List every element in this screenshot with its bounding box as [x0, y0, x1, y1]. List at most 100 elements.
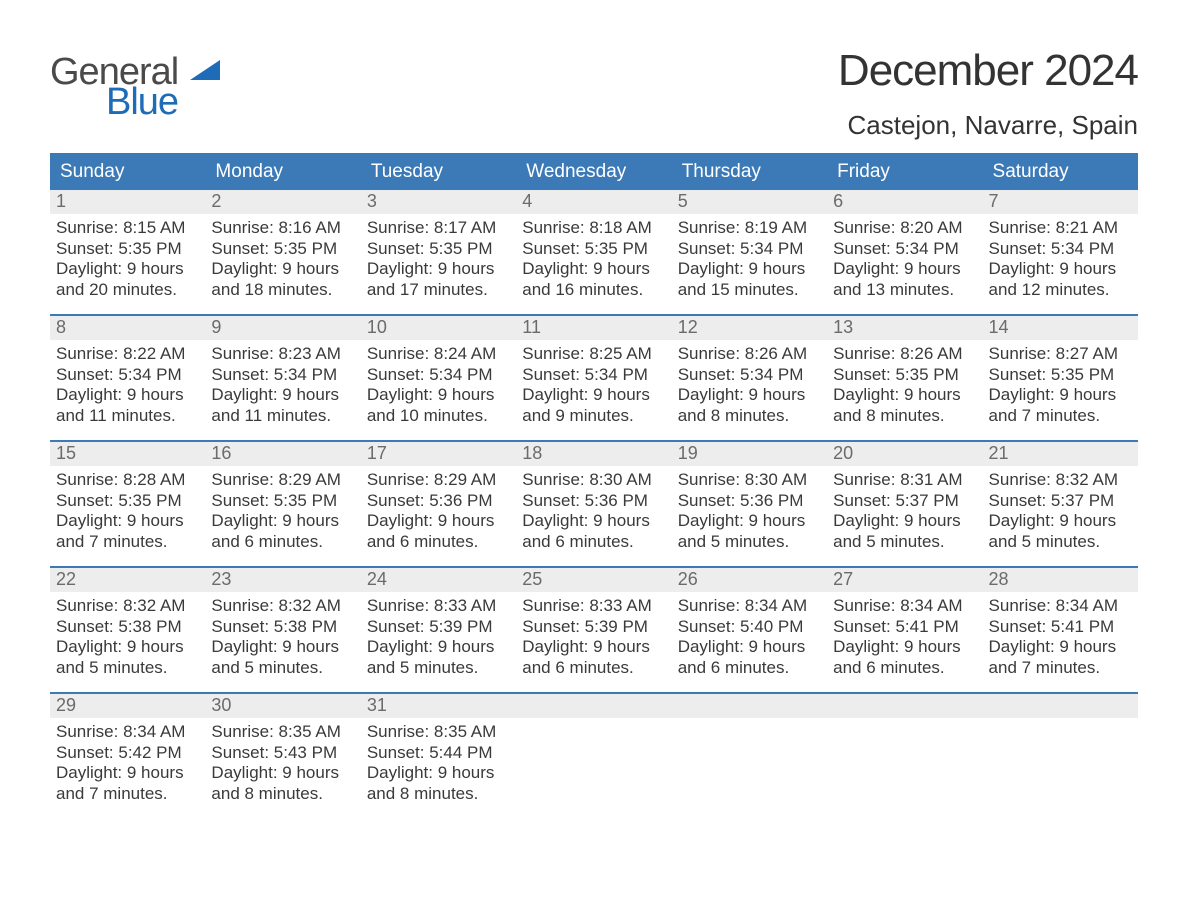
logo-triangle-icon — [190, 50, 220, 86]
calendar: Sunday Monday Tuesday Wednesday Thursday… — [50, 153, 1138, 818]
sunset-line: Sunset: 5:35 PM — [56, 239, 199, 260]
daylight-line-2: and 6 minutes. — [367, 532, 510, 553]
daylight-line-1: Daylight: 9 hours — [989, 259, 1132, 280]
sunset-line: Sunset: 5:41 PM — [989, 617, 1132, 638]
sunrise-line: Sunrise: 8:15 AM — [56, 218, 199, 239]
daylight-line-2: and 6 minutes. — [522, 658, 665, 679]
day-body: Sunrise: 8:26 AMSunset: 5:35 PMDaylight:… — [827, 340, 982, 429]
day-cell: 8Sunrise: 8:22 AMSunset: 5:34 PMDaylight… — [50, 316, 205, 440]
day-cell: 9Sunrise: 8:23 AMSunset: 5:34 PMDaylight… — [205, 316, 360, 440]
day-body: Sunrise: 8:33 AMSunset: 5:39 PMDaylight:… — [516, 592, 671, 681]
daylight-line-1: Daylight: 9 hours — [56, 763, 199, 784]
day-cell: 17Sunrise: 8:29 AMSunset: 5:36 PMDayligh… — [361, 442, 516, 566]
date-number: 9 — [205, 316, 360, 340]
day-body: Sunrise: 8:35 AMSunset: 5:43 PMDaylight:… — [205, 718, 360, 807]
daylight-line-2: and 16 minutes. — [522, 280, 665, 301]
day-cell: 6Sunrise: 8:20 AMSunset: 5:34 PMDaylight… — [827, 190, 982, 314]
sunrise-line: Sunrise: 8:32 AM — [56, 596, 199, 617]
day-cell: 18Sunrise: 8:30 AMSunset: 5:36 PMDayligh… — [516, 442, 671, 566]
daylight-line-2: and 13 minutes. — [833, 280, 976, 301]
day-body: Sunrise: 8:25 AMSunset: 5:34 PMDaylight:… — [516, 340, 671, 429]
daylight-line-2: and 6 minutes. — [211, 532, 354, 553]
date-number: 26 — [672, 568, 827, 592]
date-number: . — [827, 694, 982, 718]
day-cell: . — [516, 694, 671, 818]
sunrise-line: Sunrise: 8:27 AM — [989, 344, 1132, 365]
daylight-line-1: Daylight: 9 hours — [211, 511, 354, 532]
date-number: 5 — [672, 190, 827, 214]
sunset-line: Sunset: 5:37 PM — [833, 491, 976, 512]
day-cell: 29Sunrise: 8:34 AMSunset: 5:42 PMDayligh… — [50, 694, 205, 818]
daylight-line-2: and 5 minutes. — [678, 532, 821, 553]
daylight-line-2: and 8 minutes. — [367, 784, 510, 805]
day-body: Sunrise: 8:23 AMSunset: 5:34 PMDaylight:… — [205, 340, 360, 429]
day-cell: 7Sunrise: 8:21 AMSunset: 5:34 PMDaylight… — [983, 190, 1138, 314]
location-label: Castejon, Navarre, Spain — [838, 110, 1138, 141]
daylight-line-2: and 9 minutes. — [522, 406, 665, 427]
daylight-line-1: Daylight: 9 hours — [833, 259, 976, 280]
daylight-line-1: Daylight: 9 hours — [367, 511, 510, 532]
date-number: . — [516, 694, 671, 718]
daylight-line-1: Daylight: 9 hours — [367, 637, 510, 658]
daylight-line-1: Daylight: 9 hours — [211, 637, 354, 658]
day-cell: 5Sunrise: 8:19 AMSunset: 5:34 PMDaylight… — [672, 190, 827, 314]
daylight-line-2: and 7 minutes. — [56, 784, 199, 805]
weeks-container: 1Sunrise: 8:15 AMSunset: 5:35 PMDaylight… — [50, 190, 1138, 818]
day-cell: 3Sunrise: 8:17 AMSunset: 5:35 PMDaylight… — [361, 190, 516, 314]
sunrise-line: Sunrise: 8:34 AM — [56, 722, 199, 743]
week-row: 8Sunrise: 8:22 AMSunset: 5:34 PMDaylight… — [50, 314, 1138, 440]
month-title: December 2024 — [838, 46, 1138, 96]
daylight-line-2: and 10 minutes. — [367, 406, 510, 427]
daylight-line-1: Daylight: 9 hours — [678, 259, 821, 280]
daylight-line-2: and 8 minutes. — [678, 406, 821, 427]
day-cell: 28Sunrise: 8:34 AMSunset: 5:41 PMDayligh… — [983, 568, 1138, 692]
day-body: Sunrise: 8:34 AMSunset: 5:41 PMDaylight:… — [983, 592, 1138, 681]
date-number: 29 — [50, 694, 205, 718]
day-body: Sunrise: 8:28 AMSunset: 5:35 PMDaylight:… — [50, 466, 205, 555]
daylight-line-2: and 5 minutes. — [56, 658, 199, 679]
daylight-line-2: and 11 minutes. — [211, 406, 354, 427]
sunrise-line: Sunrise: 8:18 AM — [522, 218, 665, 239]
day-cell: 14Sunrise: 8:27 AMSunset: 5:35 PMDayligh… — [983, 316, 1138, 440]
daylight-line-1: Daylight: 9 hours — [989, 637, 1132, 658]
sunset-line: Sunset: 5:34 PM — [211, 365, 354, 386]
week-row: 22Sunrise: 8:32 AMSunset: 5:38 PMDayligh… — [50, 566, 1138, 692]
daylight-line-1: Daylight: 9 hours — [678, 385, 821, 406]
daylight-line-2: and 5 minutes. — [989, 532, 1132, 553]
daylight-line-1: Daylight: 9 hours — [522, 259, 665, 280]
sunrise-line: Sunrise: 8:22 AM — [56, 344, 199, 365]
date-number: 1 — [50, 190, 205, 214]
daylight-line-1: Daylight: 9 hours — [678, 511, 821, 532]
sunrise-line: Sunrise: 8:31 AM — [833, 470, 976, 491]
day-body: Sunrise: 8:22 AMSunset: 5:34 PMDaylight:… — [50, 340, 205, 429]
week-row: 15Sunrise: 8:28 AMSunset: 5:35 PMDayligh… — [50, 440, 1138, 566]
sunrise-line: Sunrise: 8:28 AM — [56, 470, 199, 491]
daylight-line-2: and 6 minutes. — [833, 658, 976, 679]
sunrise-line: Sunrise: 8:26 AM — [678, 344, 821, 365]
sunset-line: Sunset: 5:43 PM — [211, 743, 354, 764]
sunrise-line: Sunrise: 8:32 AM — [989, 470, 1132, 491]
week-row: 1Sunrise: 8:15 AMSunset: 5:35 PMDaylight… — [50, 190, 1138, 314]
day-cell: . — [672, 694, 827, 818]
date-number: 14 — [983, 316, 1138, 340]
day-cell: 2Sunrise: 8:16 AMSunset: 5:35 PMDaylight… — [205, 190, 360, 314]
sunrise-line: Sunrise: 8:34 AM — [989, 596, 1132, 617]
sunset-line: Sunset: 5:34 PM — [678, 365, 821, 386]
sunrise-line: Sunrise: 8:30 AM — [678, 470, 821, 491]
dow-monday: Monday — [205, 153, 360, 190]
daylight-line-1: Daylight: 9 hours — [989, 511, 1132, 532]
sunrise-line: Sunrise: 8:34 AM — [678, 596, 821, 617]
dow-friday: Friday — [827, 153, 982, 190]
sunset-line: Sunset: 5:36 PM — [522, 491, 665, 512]
daylight-line-1: Daylight: 9 hours — [367, 385, 510, 406]
sunset-line: Sunset: 5:39 PM — [367, 617, 510, 638]
date-number: 28 — [983, 568, 1138, 592]
date-number: 23 — [205, 568, 360, 592]
date-number: 13 — [827, 316, 982, 340]
day-cell: 16Sunrise: 8:29 AMSunset: 5:35 PMDayligh… — [205, 442, 360, 566]
day-body: Sunrise: 8:15 AMSunset: 5:35 PMDaylight:… — [50, 214, 205, 303]
day-body: Sunrise: 8:24 AMSunset: 5:34 PMDaylight:… — [361, 340, 516, 429]
sunrise-line: Sunrise: 8:19 AM — [678, 218, 821, 239]
sunrise-line: Sunrise: 8:23 AM — [211, 344, 354, 365]
daylight-line-2: and 11 minutes. — [56, 406, 199, 427]
